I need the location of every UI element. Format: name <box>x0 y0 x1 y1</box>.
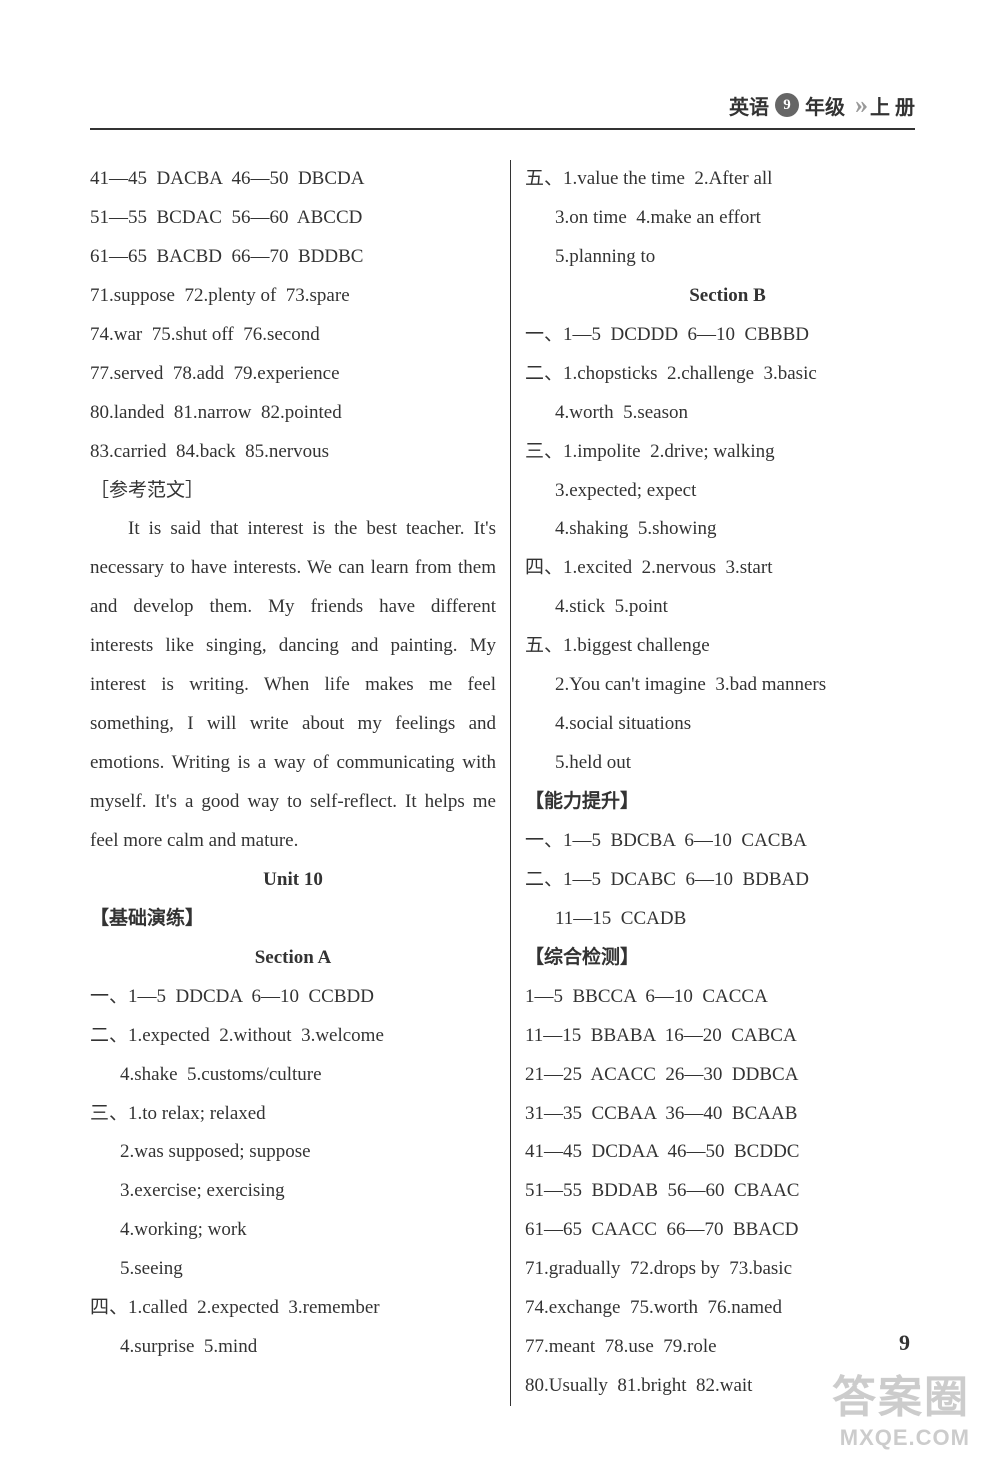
answer-line: 4.social situations <box>525 705 930 744</box>
watermark-top: 答案圈 <box>832 1361 970 1425</box>
answer-line: 五、1.biggest challenge <box>525 627 930 666</box>
basic-practice-heading: 【基础演练】 <box>90 900 496 939</box>
answer-line: 3.expected; expect <box>525 472 930 511</box>
content-columns: 41—45 DACBA 46—50 DBCDA 51—55 BCDAC 56—6… <box>90 160 930 1406</box>
answer-line: 二、1.expected 2.without 3.welcome <box>90 1017 496 1056</box>
answer-line: 一、1—5 DDCDA 6—10 CCBDD <box>90 978 496 1017</box>
section-a-heading: Section A <box>90 939 496 978</box>
answer-line: 11—15 CCADB <box>525 900 930 939</box>
answer-line: 二、1—5 DCABC 6—10 BDBAD <box>525 861 930 900</box>
header-volume: 上 册 <box>870 91 915 120</box>
answer-line: 61—65 BACBD 66—70 BDDBC <box>90 238 496 277</box>
unit-title: Unit 10 <box>90 861 496 900</box>
answer-line: 3.exercise; exercising <box>90 1172 496 1211</box>
answer-line: 二、1.chopsticks 2.challenge 3.basic <box>525 355 930 394</box>
answer-line: 4.shake 5.customs/culture <box>90 1056 496 1095</box>
answer-line: 41—45 DACBA 46—50 DBCDA <box>90 160 496 199</box>
answer-line: 5.held out <box>525 744 930 783</box>
header-grade-circle: 9 <box>775 93 799 117</box>
comprehensive-heading: 【综合检测】 <box>525 939 930 978</box>
answer-line: 3.on time 4.make an effort <box>525 199 930 238</box>
right-column: 五、1.value the time 2.After all 3.on time… <box>510 160 930 1406</box>
answer-line: 31—35 CCBAA 36—40 BCAAB <box>525 1095 930 1134</box>
answer-line: 51—55 BCDAC 56—60 ABCCD <box>90 199 496 238</box>
answer-line: 11—15 BBABA 16—20 CABCA <box>525 1017 930 1056</box>
answer-line: 83.carried 84.back 85.nervous <box>90 433 496 472</box>
answer-line: 1—5 BBCCA 6—10 CACCA <box>525 978 930 1017</box>
answer-line: 4.shaking 5.showing <box>525 510 930 549</box>
essay-label: ［参考范文］ <box>90 472 496 511</box>
page-header: 英语 9 年级 » 上 册 <box>729 90 915 120</box>
sample-essay: It is said that interest is the best tea… <box>90 510 496 860</box>
watermark: 答案圈 MXQE.COM <box>832 1361 970 1451</box>
answer-line: 一、1—5 BDCBA 6—10 CACBA <box>525 822 930 861</box>
answer-line: 五、1.value the time 2.After all <box>525 160 930 199</box>
answer-line: 5.planning to <box>525 238 930 277</box>
answer-line: 4.stick 5.point <box>525 588 930 627</box>
answer-line: 4.working; work <box>90 1211 496 1250</box>
answer-line: 71.suppose 72.plenty of 73.spare <box>90 277 496 316</box>
answer-line: 5.seeing <box>90 1250 496 1289</box>
answer-line: 74.exchange 75.worth 76.named <box>525 1289 930 1328</box>
page-number: 9 <box>899 1330 910 1356</box>
answer-line: 2.You can't imagine 3.bad manners <box>525 666 930 705</box>
left-column: 41—45 DACBA 46—50 DBCDA 51—55 BCDAC 56—6… <box>90 160 510 1406</box>
answer-line: 21—25 ACACC 26—30 DDBCA <box>525 1056 930 1095</box>
answer-line: 4.surprise 5.mind <box>90 1328 496 1367</box>
chevron-icon: » <box>855 90 860 120</box>
header-subject: 英语 <box>729 91 769 120</box>
header-divider <box>90 128 915 130</box>
header-grade-suffix: 年级 <box>805 91 845 120</box>
page-container: 英语 9 年级 » 上 册 41—45 DACBA 46—50 DBCDA 51… <box>0 0 1000 1466</box>
ability-heading: 【能力提升】 <box>525 783 930 822</box>
answer-line: 61—65 CAACC 66—70 BBACD <box>525 1211 930 1250</box>
answer-line: 4.worth 5.season <box>525 394 930 433</box>
answer-line: 四、1.excited 2.nervous 3.start <box>525 549 930 588</box>
answer-line: 71.gradually 72.drops by 73.basic <box>525 1250 930 1289</box>
answer-line: 三、1.to relax; relaxed <box>90 1095 496 1134</box>
answer-line: 2.was supposed; suppose <box>90 1133 496 1172</box>
section-b-heading: Section B <box>525 277 930 316</box>
answer-line: 51—55 BDDAB 56—60 CBAAC <box>525 1172 930 1211</box>
answer-line: 80.landed 81.narrow 82.pointed <box>90 394 496 433</box>
answer-line: 77.served 78.add 79.experience <box>90 355 496 394</box>
watermark-bottom: MXQE.COM <box>832 1425 970 1451</box>
answer-line: 四、1.called 2.expected 3.remember <box>90 1289 496 1328</box>
answer-line: 三、1.impolite 2.drive; walking <box>525 433 930 472</box>
answer-line: 一、1—5 DCDDD 6—10 CBBBD <box>525 316 930 355</box>
answer-line: 74.war 75.shut off 76.second <box>90 316 496 355</box>
answer-line: 41—45 DCDAA 46—50 BCDDC <box>525 1133 930 1172</box>
